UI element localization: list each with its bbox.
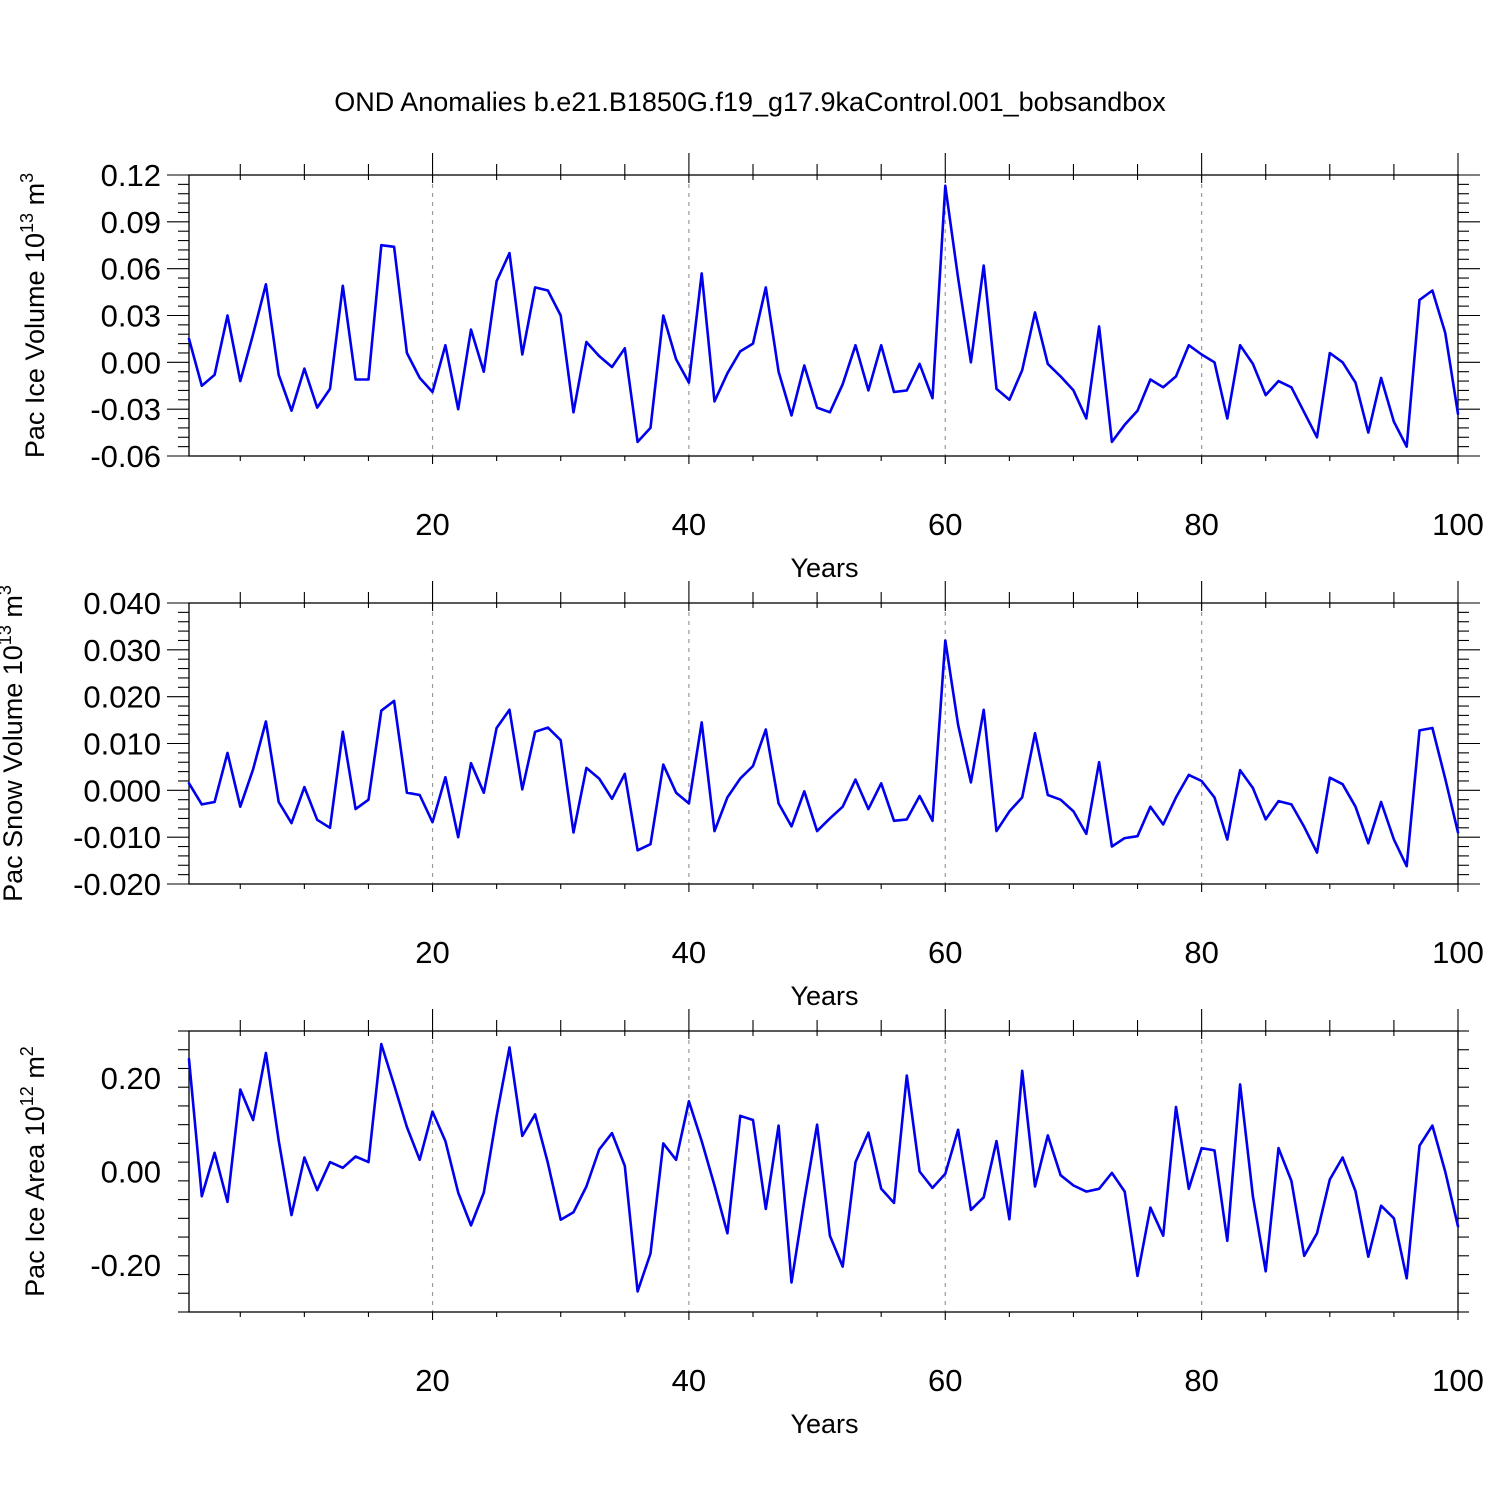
ice-volume-ytick-label: 0.06 [101,252,161,287]
ice-volume-xtick-label: 40 [672,507,706,542]
ice-area-xtick-label: 60 [928,1363,962,1398]
snow-volume-xtick-label: 60 [928,935,962,970]
ice-area-ytick-label: -0.20 [90,1248,161,1283]
ice-area-plot-frame [188,1030,1459,1313]
snow-volume-ytick-label: 0.030 [83,633,161,668]
snow-volume-ytick-label: -0.020 [73,867,161,902]
ice-volume-ytick-label: 0.03 [101,299,161,334]
ice-volume-ytick-label: -0.06 [90,439,161,474]
snow-volume-ytick-label: -0.010 [73,820,161,855]
ice-area-series-line [187,1042,1460,1293]
ice-volume-xtick-label: 100 [1432,507,1484,542]
ice-volume-ytick-label: 0.00 [101,345,161,380]
ice-area-ytick-label: 0.00 [101,1155,161,1190]
snow-volume-yaxis-label: Pac Snow Volume 1013 m3 [0,585,28,902]
snow-volume-xtick-label: 20 [415,935,449,970]
snow-volume-series-line [187,639,1460,868]
ice-area-xaxis-label: Years [790,1409,858,1439]
ice-volume-yaxis-label: Pac Ice Volume 1013 m3 [17,173,50,458]
ice-area-xtick-label: 40 [672,1363,706,1398]
ice-volume-ytick-label: -0.03 [90,392,161,427]
snow-volume-xtick-label: 40 [672,935,706,970]
ice-volume-plot-frame [188,174,1459,457]
ice-area-ytick-label: 0.20 [101,1061,161,1096]
snow-volume-ytick-label: 0.010 [83,727,161,762]
snow-volume-xaxis-label: Years [790,981,858,1011]
ice-volume-xtick-label: 20 [415,507,449,542]
snow-volume-plot-frame [188,602,1459,885]
ice-area-xtick-label: 100 [1432,1363,1484,1398]
snow-volume-ytick-label: 0.000 [83,773,161,808]
panel-ice-volume: -0.06 -0.03 0.00 0.03 0.06 0.09 0.12 20 40 60 80 10… [17,153,1484,583]
figure-title: OND Anomalies b.e21.B1850G.f19_g17.9kaCo… [334,87,1166,117]
snow-volume-ytick-label: 0.040 [83,586,161,621]
snow-volume-ytick-label: 0.020 [83,680,161,715]
ice-area-xtick-label: 20 [415,1363,449,1398]
ice-volume-xtick-label: 80 [1184,507,1218,542]
ice-area-xtick-label: 80 [1184,1363,1218,1398]
panel-ice-area: -0.20 0.00 0.20 20 40 60 80 100 Years Pac Ice Are… [17,1009,1484,1439]
ice-volume-xaxis-label: Years [790,553,858,583]
ice-volume-ytick-label: 0.09 [101,205,161,240]
snow-volume-xtick-label: 100 [1432,935,1484,970]
panel-snow-volume: -0.020 -0.010 0.000 0.010 0.020 0.030 0.040 20 4… [0,581,1484,1011]
ice-volume-series-line [187,184,1460,448]
snow-volume-xtick-label: 80 [1184,935,1218,970]
ice-volume-xtick-label: 60 [928,507,962,542]
ice-volume-ytick-label: 0.12 [101,158,161,193]
ice-area-yaxis-label: Pac Ice Area 1012 m2 [17,1046,50,1297]
